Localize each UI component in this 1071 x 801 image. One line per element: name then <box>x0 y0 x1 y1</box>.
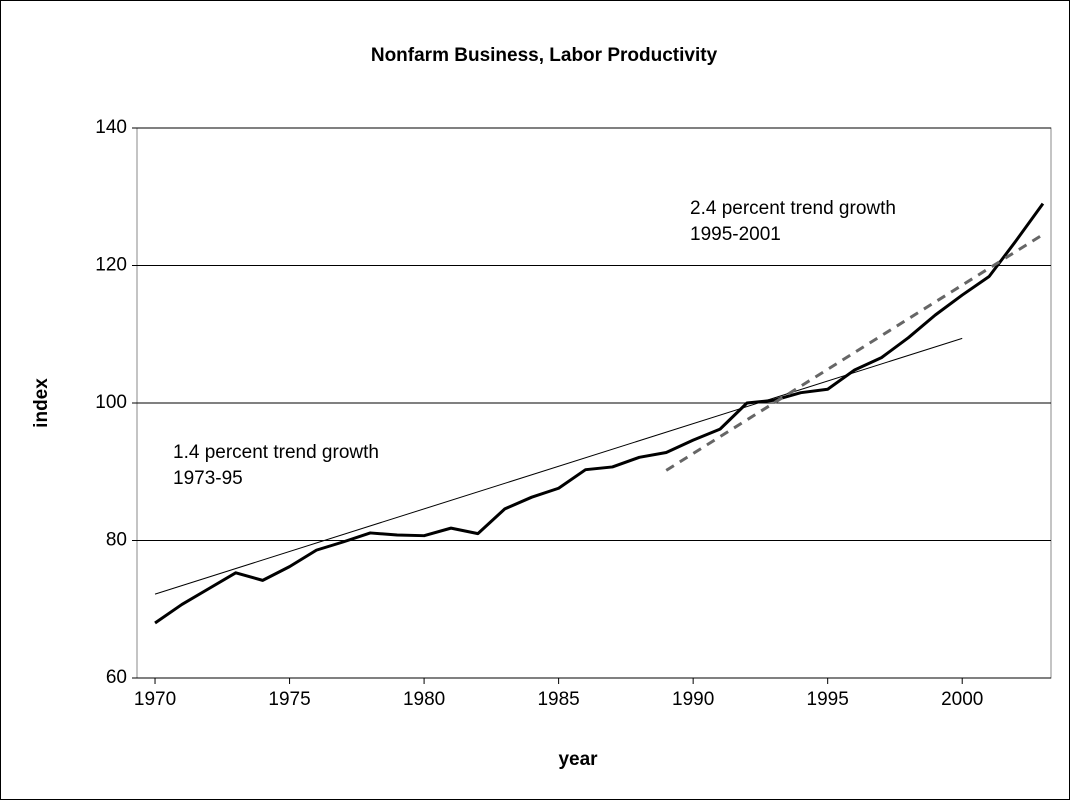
y-tick-label: 60 <box>106 667 127 688</box>
x-tick-label: 1990 <box>672 689 714 710</box>
y-tick-label: 100 <box>95 392 127 413</box>
annotation: 1.4 percent trend growth <box>173 442 379 463</box>
y-tick-label: 140 <box>95 117 127 138</box>
x-tick-label: 2000 <box>941 689 983 710</box>
x-tick-label: 1985 <box>537 689 579 710</box>
annotation: 1973-95 <box>173 468 243 489</box>
x-axis-label: year <box>558 749 598 770</box>
annotation: 1995-2001 <box>690 224 781 245</box>
x-tick-label: 1980 <box>403 689 445 710</box>
x-tick-label: 1970 <box>134 689 176 710</box>
x-tick-label: 1995 <box>807 689 849 710</box>
y-tick-label: 80 <box>106 530 127 551</box>
y-axis-label: index <box>31 378 52 428</box>
x-tick-label: 1975 <box>268 689 310 710</box>
y-tick-label: 120 <box>95 255 127 276</box>
series-line <box>154 337 963 595</box>
chart-title: Nonfarm Business, Labor Productivity <box>371 45 718 66</box>
series-line <box>154 202 1045 625</box>
annotation: 2.4 percent trend growth <box>690 198 896 219</box>
series-line <box>665 233 1044 472</box>
